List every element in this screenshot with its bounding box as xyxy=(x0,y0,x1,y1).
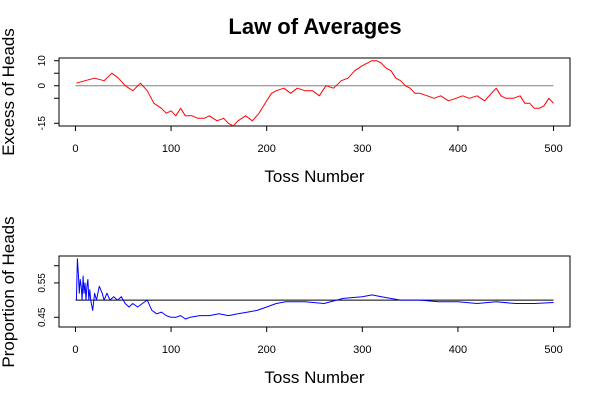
panel-2-x-tick-label-0: 0 xyxy=(72,344,78,356)
panel-1-x-tick-label-3: 300 xyxy=(353,143,371,155)
panel-1-x-tick-label-0: 0 xyxy=(72,143,78,155)
panel-2-x-tick-label-3: 300 xyxy=(353,344,371,356)
panel-2-series-line-0 xyxy=(75,258,554,320)
panel-1-y-tick-label-4: 10 xyxy=(37,55,48,67)
panel-1-series-line-0 xyxy=(76,60,554,127)
panel-2-y-tick-label-0: 0.45 xyxy=(37,307,48,327)
panel-2-y-tick-label-1: 0.55 xyxy=(37,273,48,293)
panel-2-x-tick-label-1: 100 xyxy=(162,344,180,356)
panel-1-frame xyxy=(58,57,571,127)
panel-2-y-axis-label: Proportion of Heads xyxy=(0,216,18,367)
panel-2-x-tick-label-4: 400 xyxy=(449,344,467,356)
panel-1-y-tick-label-2: 0 xyxy=(37,83,48,89)
panel-1-x-tick-label-5: 500 xyxy=(544,143,562,155)
panel-2-x-tick-label-5: 500 xyxy=(544,344,562,356)
panel-1-x-axis-label: Toss Number xyxy=(264,167,364,186)
panel-2-x-axis-label: Toss Number xyxy=(264,368,364,387)
panel-2-x-tick-label-2: 200 xyxy=(258,344,276,356)
panel-1-y-axis-label: Excess of Heads xyxy=(0,28,18,156)
panel-1-x-tick-label-4: 400 xyxy=(449,143,467,155)
panel-1-x-tick-label-2: 200 xyxy=(258,143,276,155)
chart-title: Law of Averages xyxy=(228,14,402,39)
panel-2-frame xyxy=(58,255,571,328)
panel-1-x-tick-label-1: 100 xyxy=(162,143,180,155)
panel-1-y-tick-label-0: -15 xyxy=(37,116,48,131)
